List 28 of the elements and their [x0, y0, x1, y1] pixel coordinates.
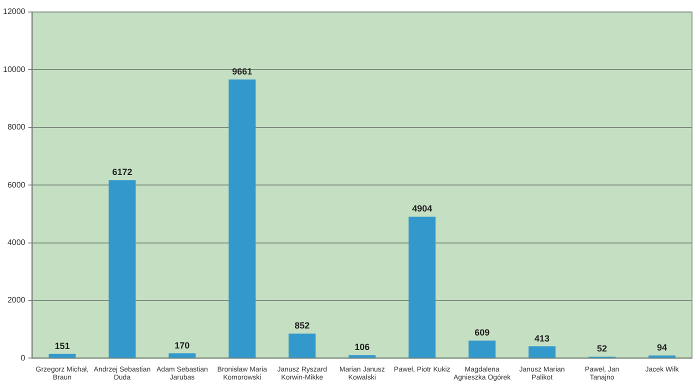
data-label: 170 [174, 340, 190, 350]
y-tick-label: 0 [20, 353, 26, 362]
y-tick-label: 8000 [7, 122, 26, 132]
data-label: 852 [294, 320, 310, 331]
bar [528, 346, 556, 358]
bar [48, 354, 76, 358]
bar [648, 355, 676, 358]
data-label: 4904 [412, 204, 432, 214]
bar [408, 216, 436, 358]
data-label: 106 [354, 342, 370, 352]
data-label: 9661 [232, 66, 252, 76]
bar [288, 334, 316, 358]
bar [228, 79, 256, 358]
bar [468, 340, 496, 358]
y-tick-label: 2000 [7, 296, 26, 305]
bar [168, 353, 196, 358]
data-label: 6172 [112, 167, 132, 178]
bar [348, 355, 376, 358]
y-tick-label: 10000 [2, 64, 26, 74]
data-label: 151 [54, 340, 70, 351]
data-label: 413 [534, 333, 550, 344]
y-tick-label: 6000 [7, 180, 26, 190]
data-label: 52 [597, 344, 608, 354]
data-label: 609 [474, 328, 490, 338]
bar [108, 180, 136, 358]
y-tick-label: 4000 [7, 238, 26, 248]
y-tick-label: 12000 [2, 7, 26, 16]
data-label: 94 [657, 342, 668, 352]
